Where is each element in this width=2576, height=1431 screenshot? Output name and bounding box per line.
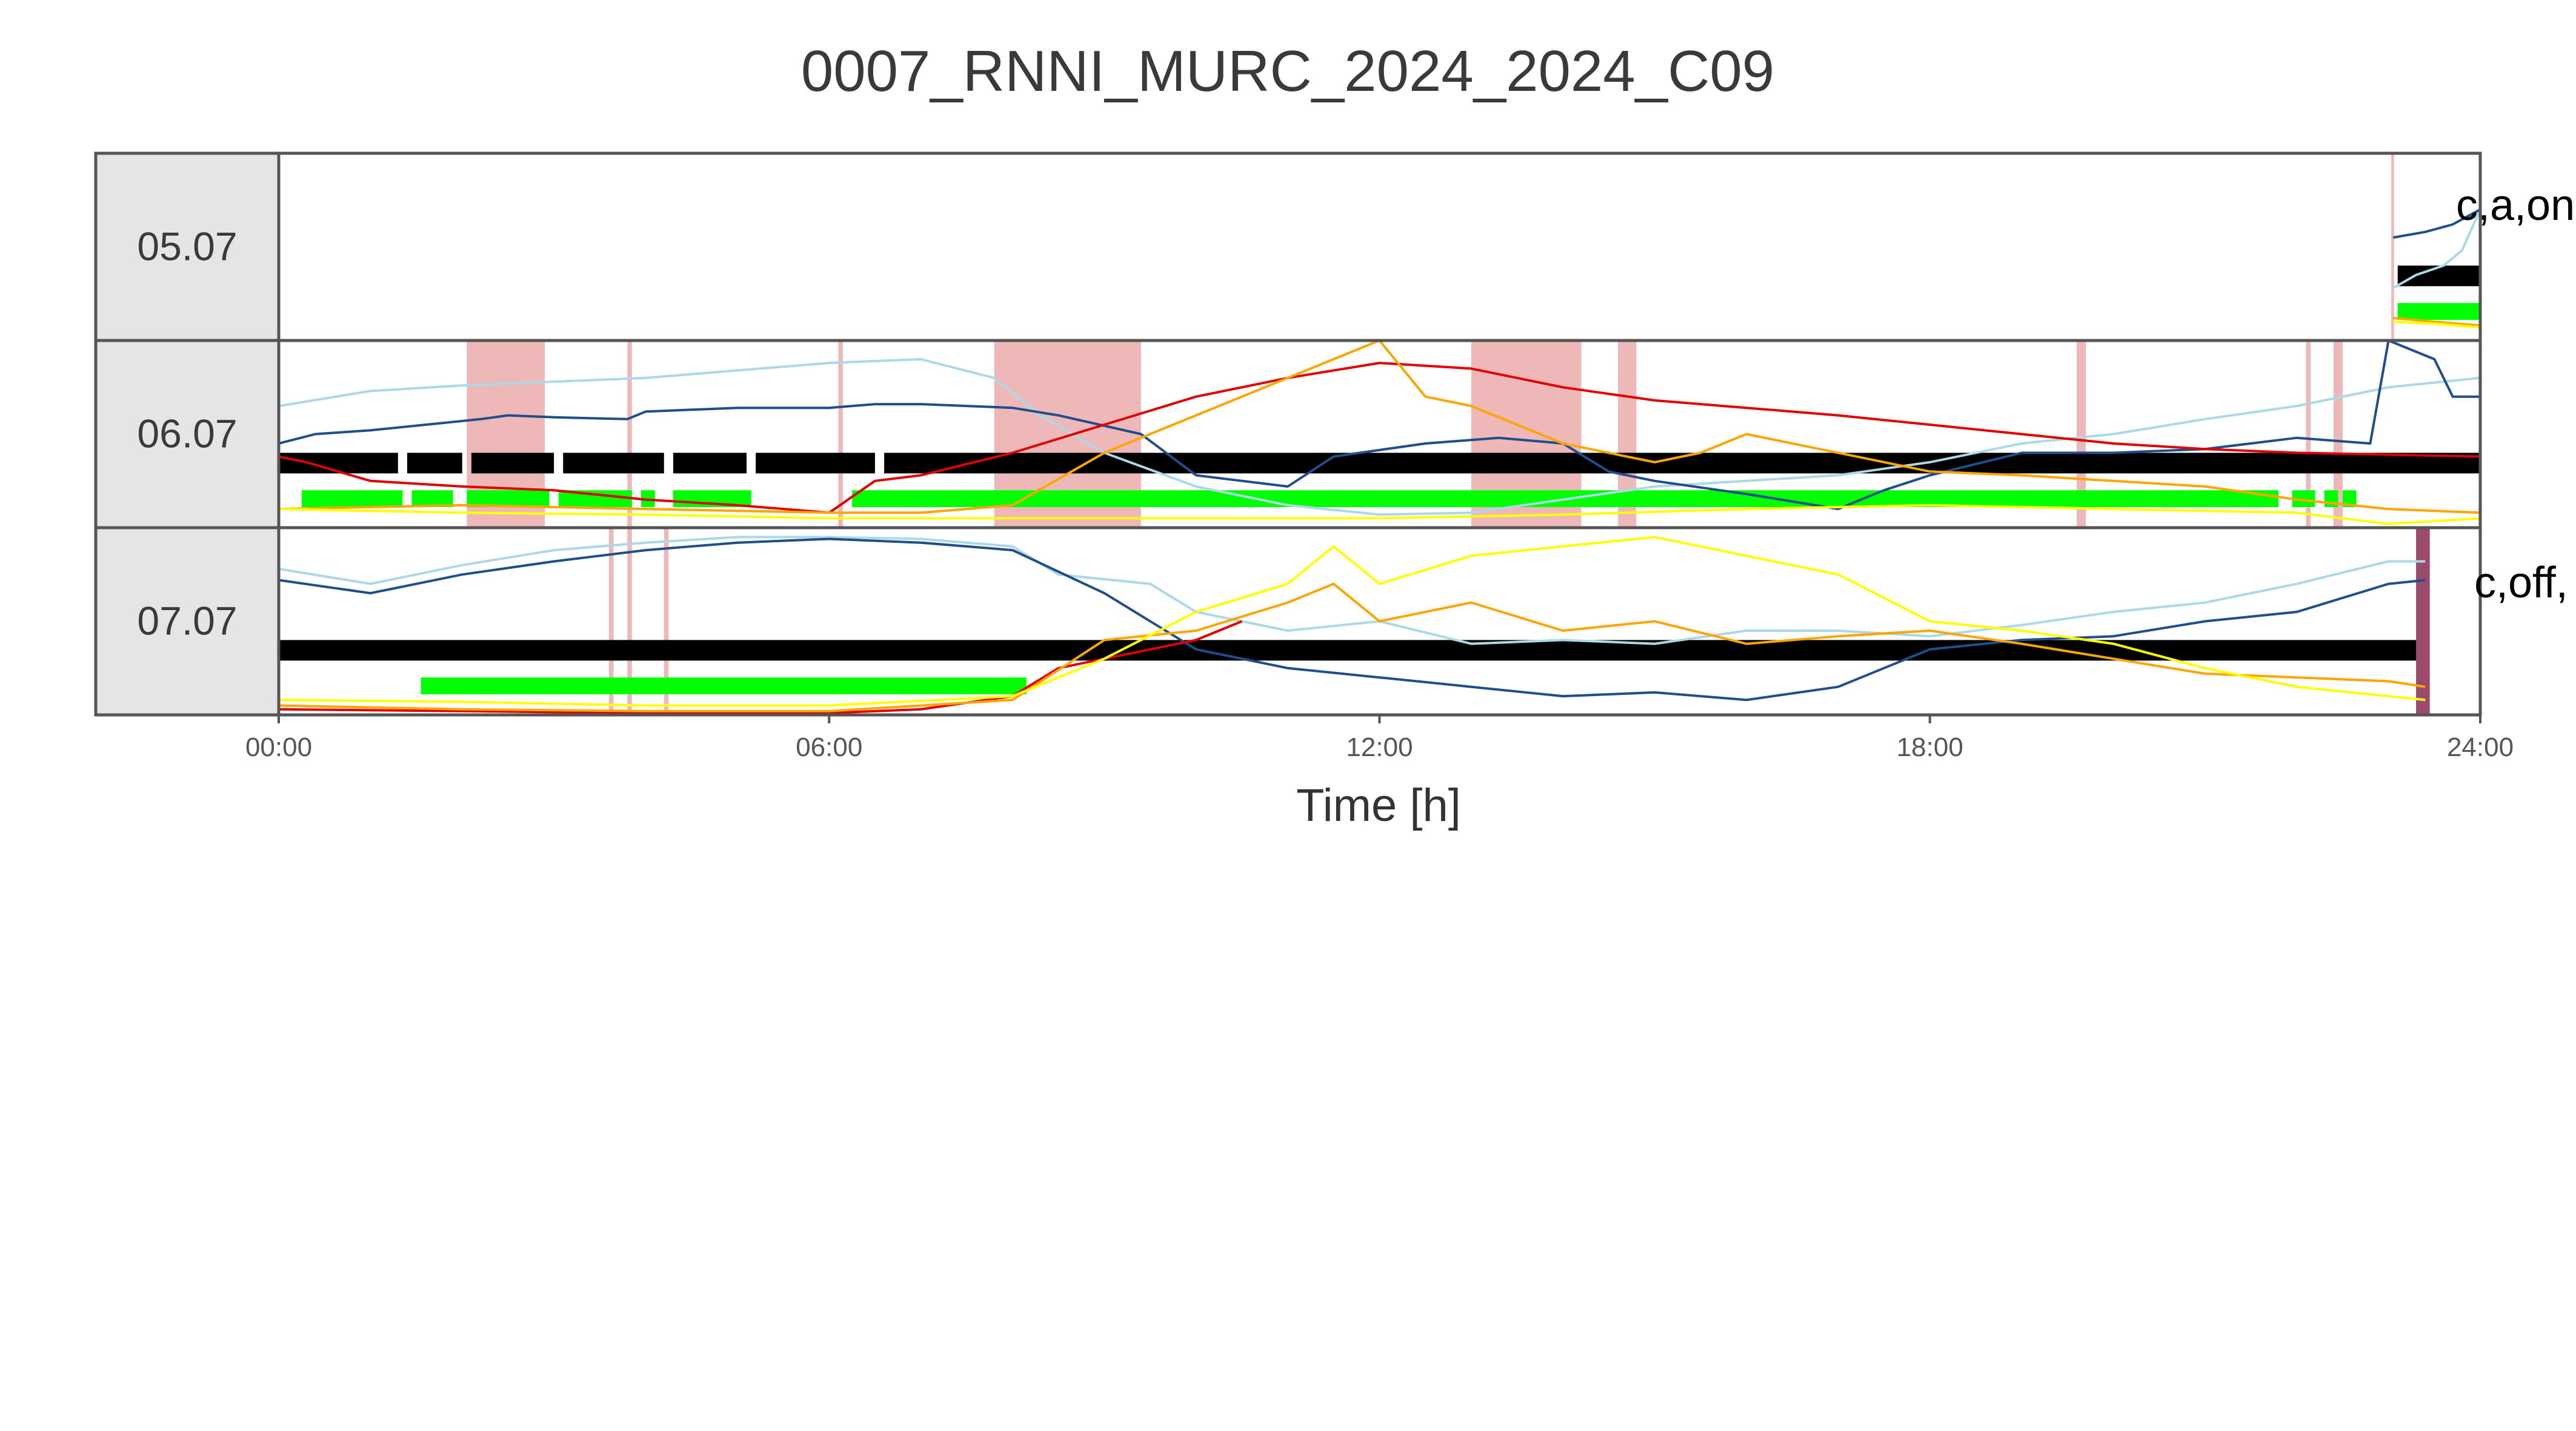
series-line-light-blue xyxy=(2392,208,2480,290)
shaded-interval xyxy=(2333,340,2343,528)
state-bar xyxy=(421,677,1027,695)
state-bar xyxy=(467,490,550,508)
x-axis: 00:00 06:00 12:00 18:00 24:00 xyxy=(245,715,2514,762)
series-line-dark-blue xyxy=(279,537,2426,702)
facet-panel-07.07: 07.07 c,off, xyxy=(94,526,2568,717)
facet-strip xyxy=(96,528,279,715)
activity-bar xyxy=(279,640,2417,661)
chart-title: 0007_RNNI_MURC_2024_2024_C09 xyxy=(801,39,1774,104)
shaded-interval xyxy=(608,528,614,715)
x-tick-label: 18:00 xyxy=(1897,732,1963,762)
facet-strip-label: 06.07 xyxy=(137,411,237,456)
activity-bar xyxy=(279,453,398,474)
strip-border xyxy=(94,526,281,717)
plot-area xyxy=(279,528,2430,715)
activity-bar xyxy=(1140,453,2480,474)
shaded-interval xyxy=(2306,340,2311,528)
facet-panel-05.07: 05.07 c,a,on xyxy=(94,151,2575,342)
activity-bar xyxy=(756,453,875,474)
activity-bar xyxy=(563,453,664,474)
shaded-interval xyxy=(664,528,669,715)
state-bar xyxy=(301,490,403,508)
panel-annotation: c,a,on xyxy=(2456,181,2575,230)
shaded-interval xyxy=(627,340,632,528)
plot-area xyxy=(279,340,2480,528)
facet-strip xyxy=(96,153,279,340)
series-line-dark-blue xyxy=(279,340,2480,511)
x-tick-label: 12:00 xyxy=(1346,732,1413,762)
series-line-yellow xyxy=(279,536,2426,707)
facet-strip xyxy=(96,340,279,528)
facet-strip-label: 05.07 xyxy=(137,224,237,269)
series-line-red xyxy=(279,362,2480,514)
x-axis-title: Time [h] xyxy=(1296,780,1461,831)
facet-panel-06.07: 06.07 xyxy=(94,339,2482,530)
series-line-orange xyxy=(279,340,2480,514)
plot-area xyxy=(2391,153,2480,340)
x-tick-label: 00:00 xyxy=(245,732,312,762)
series-line-dark-blue xyxy=(2392,208,2480,239)
shaded-interval xyxy=(2391,153,2394,340)
activity-bar xyxy=(471,453,554,474)
x-tick-label: 06:00 xyxy=(796,732,862,762)
series-line-yellow xyxy=(2393,320,2480,329)
panel-border xyxy=(277,151,2482,342)
activity-bar xyxy=(2397,265,2480,287)
activity-bar xyxy=(407,453,462,474)
marker-interval xyxy=(2416,528,2430,715)
series-line-orange xyxy=(2393,316,2480,327)
series-line-yellow xyxy=(279,503,2480,525)
shaded-interval xyxy=(2076,340,2086,528)
activity-bar xyxy=(884,453,1141,474)
state-bar xyxy=(2397,303,2480,320)
state-bar xyxy=(2342,490,2357,508)
shaded-interval xyxy=(838,340,843,528)
activity-bar xyxy=(673,453,747,474)
shaded-interval xyxy=(627,528,632,715)
state-bar xyxy=(411,490,453,508)
series-line-light-blue xyxy=(279,536,2426,645)
series-line-light-blue xyxy=(279,357,2480,516)
facet-strip-label: 07.07 xyxy=(137,599,237,643)
series-line-orange xyxy=(279,582,2426,712)
panel-annotation: c,off, xyxy=(2474,559,2568,607)
facet-panels: 05.07 c,a,on 06.07 07.07 c,off, xyxy=(94,151,2575,717)
series-line-red xyxy=(279,620,1243,714)
x-tick-label: 24:00 xyxy=(2447,732,2514,762)
